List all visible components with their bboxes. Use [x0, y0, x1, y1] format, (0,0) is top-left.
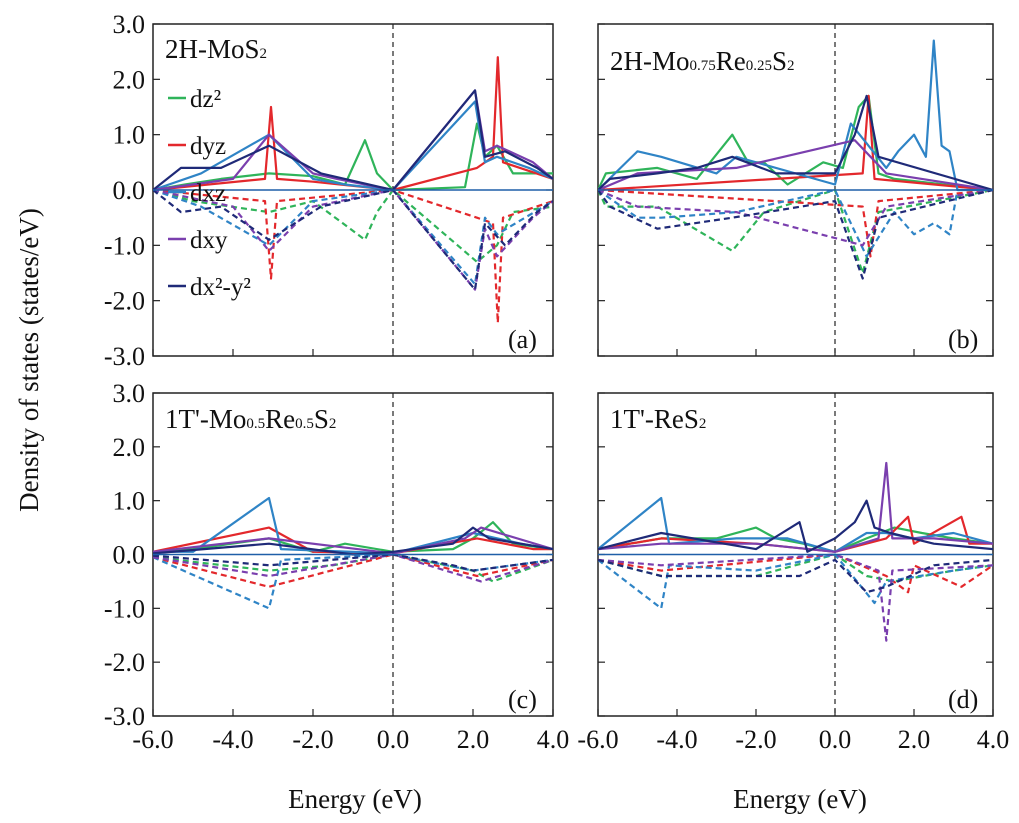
series-up-line — [153, 526, 553, 556]
y-tick-label: 0.0 — [113, 541, 146, 570]
series-down-line — [598, 188, 993, 247]
x-tick-label: -2.0 — [292, 725, 333, 754]
series-up-line — [598, 94, 993, 192]
title-part: 2H-Mo — [610, 46, 690, 76]
y-axis-label: Density of states (states/eV) — [14, 208, 44, 512]
title-part: Re — [265, 404, 295, 434]
panel-label: (d) — [948, 685, 978, 714]
title-part: 2 — [699, 416, 707, 432]
x-tick-label: 2.0 — [457, 725, 490, 754]
x-tick-label: 4.0 — [537, 725, 570, 754]
panel-label: (b) — [948, 325, 978, 354]
title-part: 0.5 — [246, 416, 265, 432]
title-part: S — [314, 404, 329, 434]
x-tick-label: -6.0 — [132, 725, 173, 754]
legend-label: dyz — [190, 133, 226, 160]
title-part: 2 — [329, 416, 337, 432]
y-tick-label: -3.0 — [104, 702, 145, 731]
series-down-line — [598, 188, 993, 275]
series-down-line — [598, 553, 993, 594]
series-up-line — [598, 39, 993, 192]
series-down-line — [153, 188, 553, 291]
x-tick-label: 4.0 — [977, 725, 1010, 754]
x-tick-label: -2.0 — [735, 725, 776, 754]
panel-label: (c) — [508, 685, 537, 714]
series-up-line — [598, 94, 993, 192]
x-tick-label: -4.0 — [212, 725, 253, 754]
series-up-line — [598, 139, 993, 192]
series-group — [598, 39, 993, 280]
title-part: 2 — [260, 46, 268, 62]
panel-3: -6.0 -4.0 -2.0 0.0 2.0 4.0 1T'-ReS2 (d) — [577, 392, 1010, 754]
series-down-line — [598, 553, 993, 642]
series-down-line — [153, 188, 553, 324]
panels-group: 3.02.01.00.0-1.0-2.0-3.02H-MoS2(a)2H-Mo0… — [104, 10, 1009, 754]
y-tick-label: -1.0 — [104, 594, 145, 623]
series-down-line — [598, 188, 993, 280]
series-down-line — [153, 188, 553, 263]
y-tick-label: -3.0 — [104, 342, 145, 371]
series-group — [153, 496, 553, 610]
series-up-line — [153, 56, 553, 192]
x-tick-label: 0.0 — [377, 725, 410, 754]
x-tick-label: 0.0 — [819, 725, 852, 754]
y-tick-label: 1.0 — [113, 121, 146, 150]
series-down-line — [598, 188, 993, 258]
series-down-line — [153, 188, 553, 291]
series-group — [598, 461, 993, 642]
legend-label: dx²-y² — [190, 274, 251, 301]
title-part: 1T'-Mo — [165, 404, 246, 434]
x-tick-label: -6.0 — [577, 725, 618, 754]
title-part: 2 — [787, 58, 795, 74]
y-tick-label: -2.0 — [104, 648, 145, 677]
y-tick-label: 3.0 — [113, 10, 146, 39]
title-part: 1T'-ReS — [610, 404, 699, 434]
panel-2: -6.0 -4.0 -2.0 0.0 2.0 4.0 3.0 2.0 1.0 0.0 -1.0 -2.… — [104, 379, 569, 754]
panel-title: 2H-MoS2 — [165, 34, 267, 64]
series-down-line — [598, 558, 993, 594]
series-down-line — [598, 553, 993, 610]
panel-1: 2H-Mo0.75Re0.25S2 (b) — [597, 23, 994, 357]
x-tick-label: 2.0 — [898, 725, 931, 754]
y-tick-label: 0.0 — [113, 176, 146, 205]
series-down-line — [153, 553, 553, 588]
y-tick-label: 2.0 — [113, 433, 146, 462]
legend: dz² dyz dxz dxy dx²-y² — [168, 86, 251, 301]
y-tick-label: -2.0 — [104, 287, 145, 316]
panel-label: (a) — [508, 325, 537, 354]
panel-title: 1T'-ReS2 — [610, 404, 706, 434]
title-part: 0.25 — [746, 58, 772, 74]
series-up-line — [598, 461, 993, 553]
legend-label: dxz — [190, 180, 226, 207]
title-part: 2H-MoS — [165, 34, 260, 64]
x-axis-label-right: Energy (eV) — [733, 784, 867, 814]
series-down-line — [153, 553, 553, 572]
panel-title: 2H-Mo0.75Re0.25S2 — [610, 46, 795, 76]
title-part: 0.5 — [295, 416, 314, 432]
panel-title: 1T'-Mo0.5Re0.5S2 — [165, 404, 336, 434]
series-up-line — [598, 94, 993, 192]
legend-label: dxy — [190, 227, 228, 254]
y-tick-label: 2.0 — [113, 65, 146, 94]
x-axis-label-left: Energy (eV) — [288, 784, 422, 814]
x-tick-label: -4.0 — [656, 725, 697, 754]
title-part: S — [772, 46, 787, 76]
panel-0: 3.0 2.0 1.0 0.0 -1.0 -2.0 -3.0 2H-MoS2 (a) — [104, 10, 554, 371]
legend-label: dz² — [190, 86, 221, 113]
y-tick-label: 1.0 — [113, 487, 146, 516]
title-part: 0.75 — [690, 58, 716, 74]
series-down-line — [598, 553, 993, 583]
series-down-line — [598, 188, 993, 258]
y-tick-label: -1.0 — [104, 231, 145, 260]
y-tick-label: 3.0 — [113, 379, 146, 408]
series-up-line — [598, 499, 993, 553]
title-part: Re — [716, 46, 746, 76]
